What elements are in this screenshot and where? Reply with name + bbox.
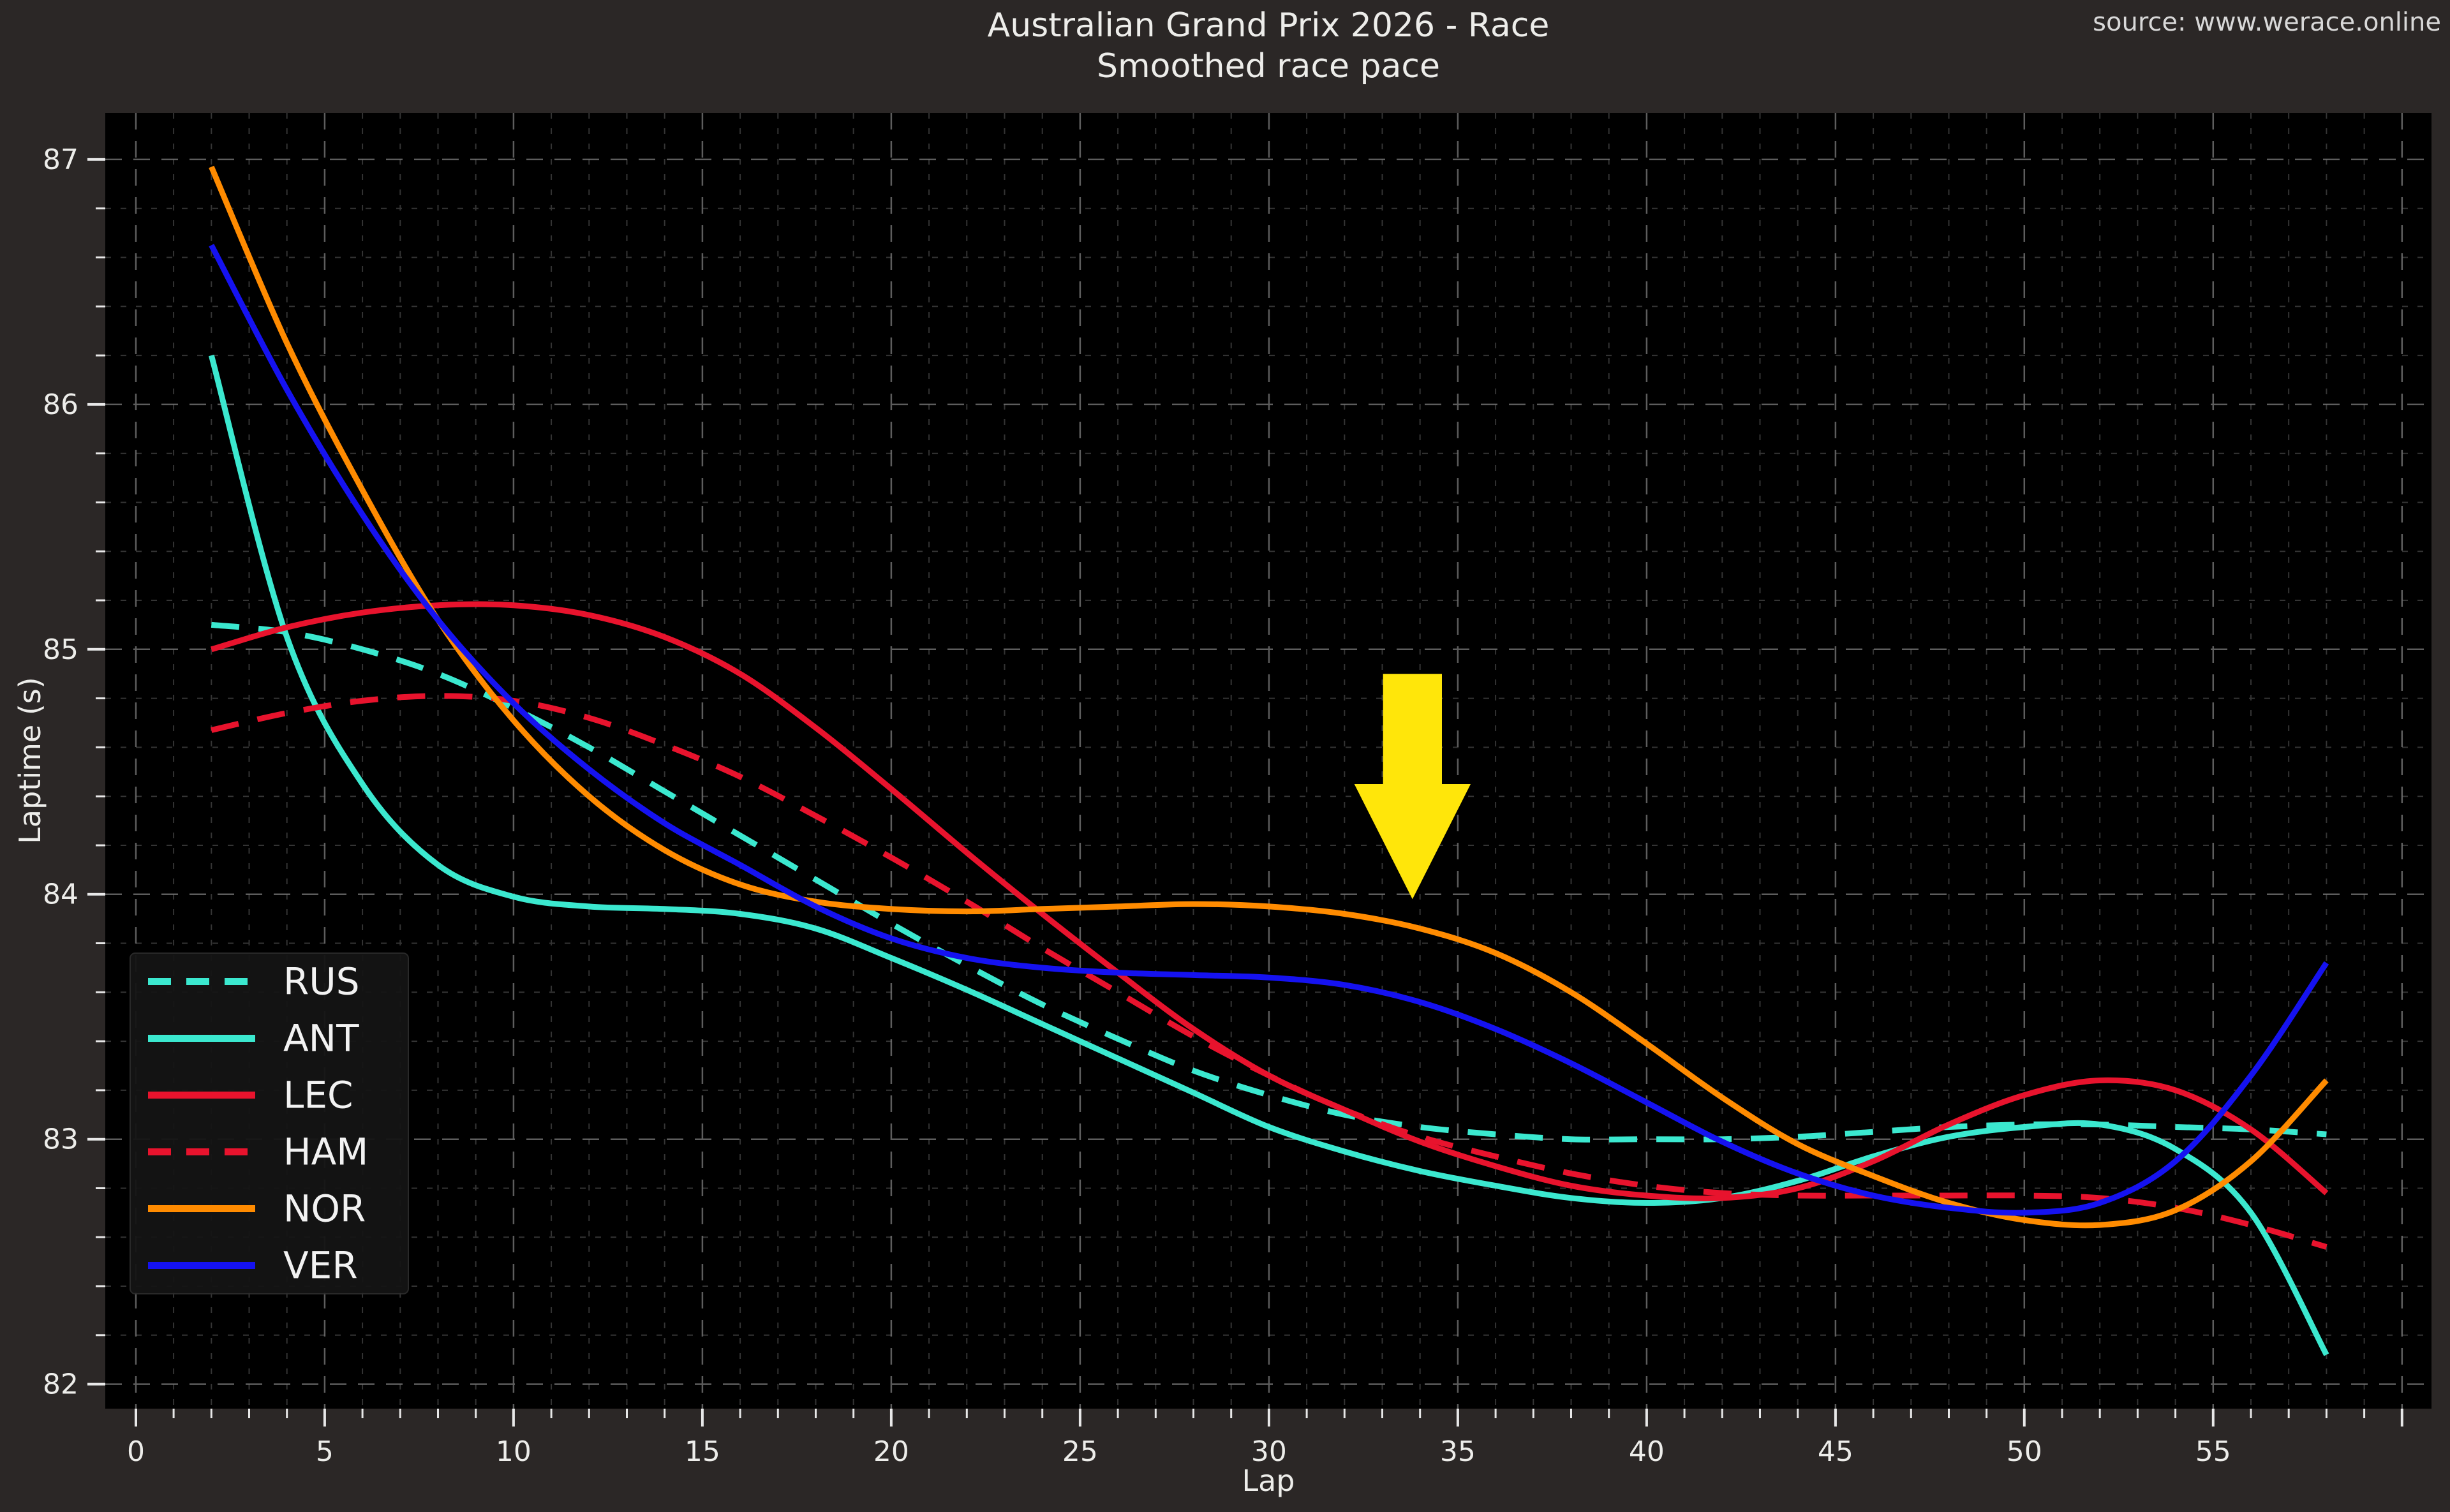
tick-labels: 0 5 10 15 20 25 30 35 40 45 50 55 82 83 84 85 86 87 — [43, 144, 2231, 1468]
chart-title-block: Australian Grand Prix 2026 - Race Smooth… — [105, 5, 2431, 87]
x-tick-label: 25 — [1062, 1435, 1098, 1468]
y-tick-label: 85 — [43, 634, 78, 666]
series-curves — [208, 165, 2329, 1356]
axis-ticks — [87, 158, 2403, 1427]
x-tick-label: 55 — [2195, 1435, 2231, 1468]
down-arrow-annotation-icon — [1354, 674, 1471, 900]
x-tick-label: 40 — [1629, 1435, 1665, 1468]
chart-title: Australian Grand Prix 2026 - Race — [987, 6, 1550, 45]
x-tick-label: 20 — [873, 1435, 909, 1468]
x-tick-label: 5 — [316, 1435, 334, 1468]
x-axis-label: Lap — [1242, 1464, 1295, 1498]
legend-label-HAM: HAM — [283, 1130, 368, 1174]
x-tick-label: 0 — [127, 1435, 145, 1468]
y-tick-label: 87 — [43, 144, 78, 176]
series-line-ANT — [208, 354, 2329, 1356]
x-tick-label: 50 — [2007, 1435, 2042, 1468]
series-line-VER — [209, 244, 2329, 1216]
chart-subtitle: Smoothed race pace — [1097, 47, 1440, 85]
legend-item-VER: VER — [148, 1244, 358, 1287]
x-tick-label: 35 — [1440, 1435, 1476, 1468]
y-axis-label: Laptime (s) — [13, 677, 47, 844]
x-tick-label: 45 — [1818, 1435, 1853, 1468]
legend-box — [130, 952, 409, 1294]
legend-label-RUS: RUS — [283, 960, 360, 1004]
legend-item-HAM: HAM — [148, 1130, 368, 1174]
legend-label-NOR: NOR — [283, 1187, 366, 1231]
x-tick-label: 10 — [496, 1435, 531, 1468]
legend-label-LEC: LEC — [283, 1074, 353, 1117]
legend-item-LEC: LEC — [148, 1074, 353, 1117]
legend-item-ANT: ANT — [148, 1017, 359, 1060]
x-tick-label: 30 — [1251, 1435, 1287, 1468]
legend-item-RUS: RUS — [148, 960, 360, 1004]
x-tick-label: 15 — [685, 1435, 720, 1468]
y-tick-label: 82 — [43, 1368, 78, 1401]
legend-item-NOR: NOR — [148, 1187, 366, 1231]
source-note: source: www.werace.online — [2093, 8, 2441, 37]
series-line-RUS — [211, 621, 2327, 1143]
legend-label-VER: VER — [283, 1244, 358, 1287]
series-line-HAM — [211, 693, 2328, 1250]
y-tick-label: 84 — [43, 878, 78, 911]
legend-label-ANT: ANT — [283, 1017, 359, 1060]
legend: RUS ANT LEC HAM NOR VER — [130, 952, 409, 1294]
y-tick-label: 86 — [43, 389, 78, 421]
y-tick-label: 83 — [43, 1123, 78, 1156]
